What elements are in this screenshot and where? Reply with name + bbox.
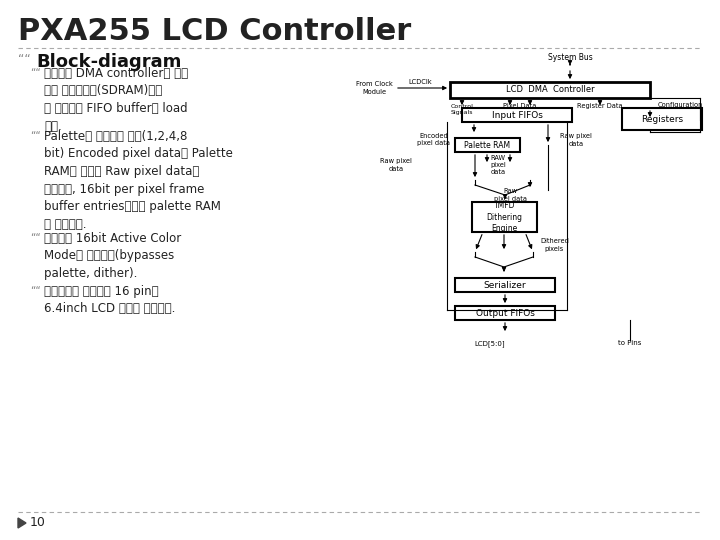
Text: Encoded
pixel data: Encoded pixel data <box>417 133 450 146</box>
Bar <box>455 278 555 292</box>
Text: Raw pixel
data: Raw pixel data <box>380 158 412 172</box>
Text: 10: 10 <box>30 516 46 530</box>
Text: ““: ““ <box>30 285 41 295</box>
Text: LCD  DMA  Controller: LCD DMA Controller <box>505 85 594 94</box>
Bar <box>472 202 537 232</box>
Text: Block-diagram: Block-diagram <box>36 53 181 71</box>
Text: PXA255 LCD Controller: PXA255 LCD Controller <box>18 17 411 46</box>
Text: Register Data: Register Data <box>577 103 623 109</box>
Text: Serializer: Serializer <box>484 280 526 289</box>
Text: RAW
pixel
data: RAW pixel data <box>490 154 506 176</box>
Text: System Bus: System Bus <box>548 53 593 63</box>
Polygon shape <box>18 518 26 528</box>
Text: Registers: Registers <box>641 114 683 124</box>
Bar <box>455 306 555 320</box>
Text: Raw pixel
data: Raw pixel data <box>560 133 592 146</box>
Text: Configuration: Configuration <box>657 102 703 108</box>
Text: 여기서는 16bit Active Color
Mode를 사용한다(bypasses
palette, dither).: 여기서는 16bit Active Color Mode를 사용한다(bypas… <box>44 232 181 280</box>
Text: ““: ““ <box>30 130 41 140</box>
Text: Pixel Data: Pixel Data <box>503 103 536 109</box>
Bar <box>450 82 650 98</box>
Text: From Clock
Module: From Clock Module <box>356 81 393 94</box>
Text: ““: ““ <box>30 67 41 77</box>
Bar <box>622 108 702 130</box>
Text: TMFD
Dithering
Engine: TMFD Dithering Engine <box>487 201 523 233</box>
Text: Palette RAM: Palette RAM <box>464 140 510 150</box>
Text: 데이터는 DMA controller을 이용
하여 외부메모리(SDRAM)로부
터 가져오고 FIFO buffer로 load
한다.: 데이터는 DMA controller을 이용 하여 외부메모리(SDRAM)로… <box>44 67 188 132</box>
Text: Dithered
pixels: Dithered pixels <box>540 238 569 252</box>
Bar <box>455 138 520 152</box>
Text: Output FIFOs: Output FIFOs <box>476 308 534 318</box>
Text: Raw
pixel data: Raw pixel data <box>493 188 526 201</box>
Text: ““: ““ <box>18 53 31 66</box>
Text: Control
Signals: Control Signals <box>451 104 474 115</box>
Text: Palette를 사용하는 경우(1,2,4,8
bit) Encoded pixel data가 Palette
RAM을 통해서 Raw pixel dat: Palette를 사용하는 경우(1,2,4,8 bit) Encoded pi… <box>44 130 233 231</box>
Text: LCD[5:0]: LCD[5:0] <box>474 340 505 347</box>
Text: ““: ““ <box>30 232 41 242</box>
Text: Input FIFOs: Input FIFOs <box>492 111 542 119</box>
Text: 최종적으로 마지막의 16 pin은
6.4inch LCD 모듈로 연결된다.: 최종적으로 마지막의 16 pin은 6.4inch LCD 모듈로 연결된다. <box>44 285 176 315</box>
Text: to Pins: to Pins <box>618 340 642 346</box>
Text: LCDClk: LCDClk <box>408 79 432 85</box>
Bar <box>462 108 572 122</box>
